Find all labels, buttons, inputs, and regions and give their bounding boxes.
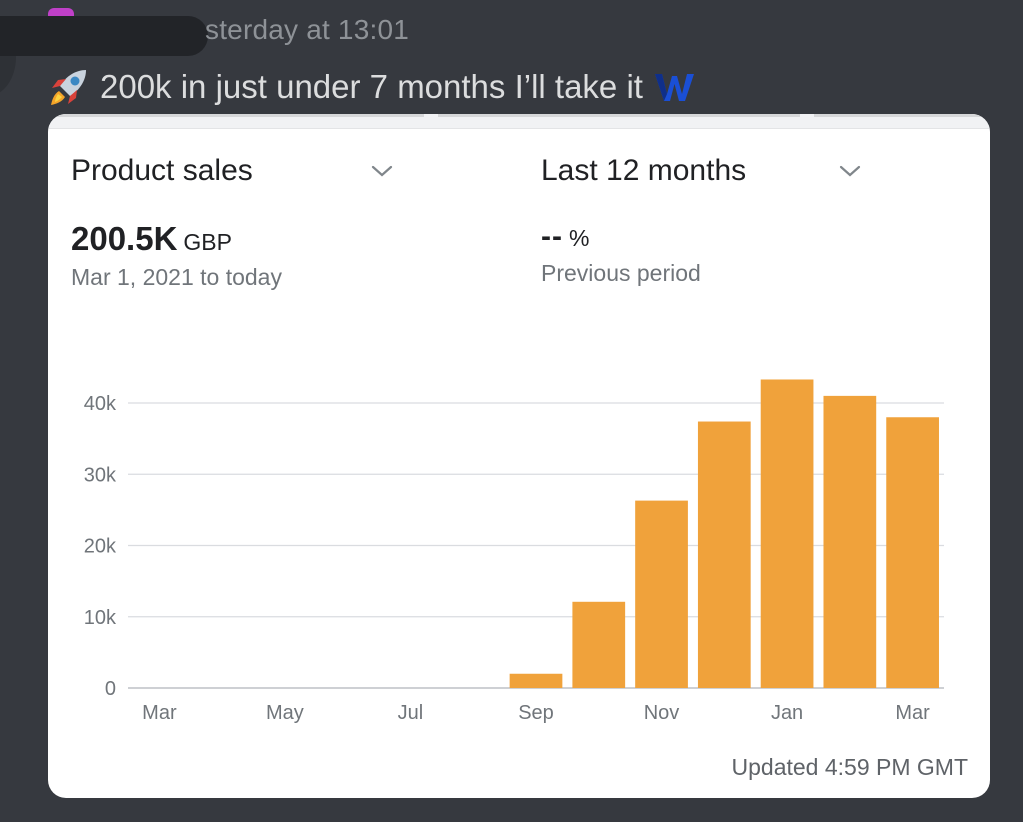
bar [697,421,751,688]
comparison-value: -- [541,220,563,253]
y-tick-label: 0 [105,678,116,700]
x-tick-label: Nov [644,702,680,724]
bar [635,500,688,688]
sales-bar-chart: 0 10k 20k 30k 40k Mar May Jul Sep Nov Jan Mar [84,379,944,724]
sales-card: Product sales Last 12 months 200.5K GBP M… [48,114,990,798]
chevron-down-icon [371,165,393,177]
bar [886,417,939,688]
rocket-emoji-icon [51,70,86,105]
comparison-unit: % [568,225,590,251]
chevron-down-icon [839,165,861,177]
x-tick-label: Jan [771,702,803,724]
y-tick-label: 10k [84,607,117,629]
bar [572,601,626,688]
bar [509,673,563,688]
y-tick-label: 40k [84,393,117,415]
period-dropdown[interactable]: Last 12 months [541,154,861,188]
total-sales-value: 200.5K [71,220,178,257]
period-dropdown-label: Last 12 months [541,154,747,187]
card-top-edge [48,114,990,129]
x-tick-label: Jul [398,702,424,724]
updated-timestamp: Updated 4:59 PM GMT [731,754,969,780]
metric-dropdown[interactable]: Product sales [71,154,393,188]
message-content: 200k in just under 7 months I’ll take it [46,64,695,110]
comparison-label: Previous period [541,260,701,286]
total-sales-range: Mar 1, 2021 to today [71,264,282,290]
bar [823,395,877,688]
redacted-username [0,16,208,56]
y-tick-label: 30k [84,464,117,486]
message-text: 200k in just under 7 months I’ll take it [100,68,643,105]
x-tick-label: Mar [895,702,930,724]
x-tick-label: Mar [142,702,177,724]
metric-dropdown-label: Product sales [71,154,253,187]
total-sales-metric: 200.5K GBP Mar 1, 2021 to today [71,220,282,291]
comparison-metric: --% Previous period [541,220,701,287]
x-tick-label: Sep [518,702,554,724]
total-sales-unit: GBP [183,229,232,255]
y-tick-label: 20k [84,536,117,558]
message-timestamp: sterday at 13:01 [205,14,409,45]
w-logo-emoji-icon [654,74,694,101]
bar [760,379,814,688]
x-tick-label: May [266,702,304,724]
